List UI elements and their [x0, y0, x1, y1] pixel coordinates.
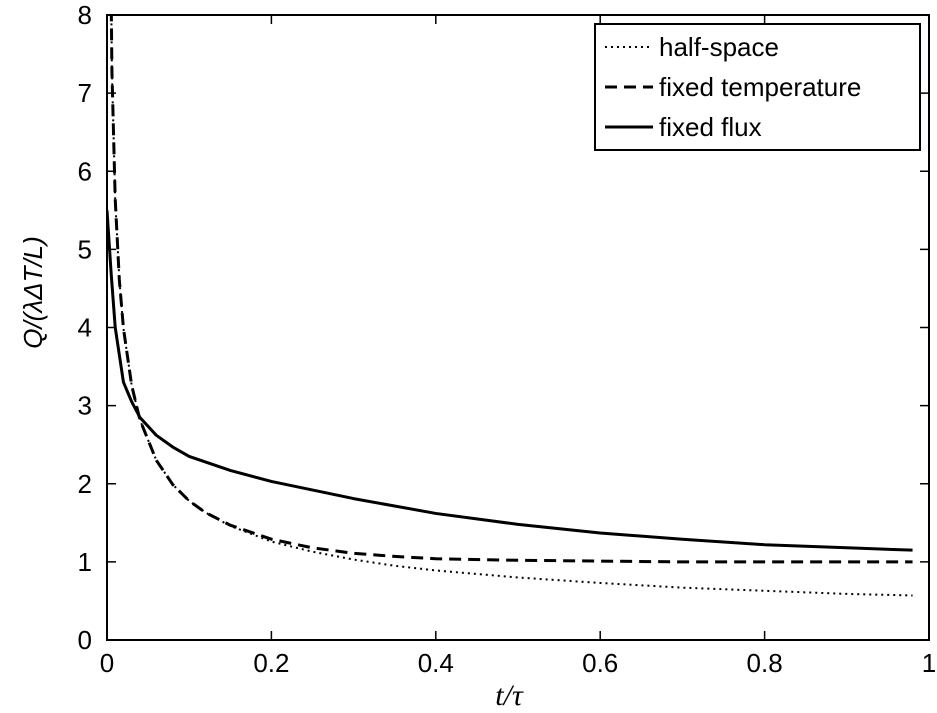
legend-label: half-space: [659, 32, 779, 62]
y-tick-label: 4: [78, 313, 92, 343]
x-tick-label: 0.4: [418, 648, 454, 678]
legend-items: half-space fixed temperature fixed flux: [605, 32, 861, 142]
ticks-layer: [106, 14, 930, 641]
x-tick-label: 0.2: [253, 648, 289, 678]
y-axis-label: Q/(λΔT/L): [18, 236, 48, 349]
x-tick-label: 0.6: [582, 648, 618, 678]
y-tick-label: 8: [78, 0, 92, 30]
legend: half-space fixed temperature fixed flux: [594, 23, 921, 151]
x-axis-label: t/τ: [495, 679, 524, 712]
y-tick-label: 3: [78, 391, 92, 421]
legend-label: fixed flux: [659, 112, 762, 142]
series-line-fixed-temperature: [109, 15, 913, 564]
x-tick-label: 0: [100, 648, 114, 678]
y-tick-label: 0: [78, 625, 92, 655]
y-tick-label: 2: [78, 469, 92, 499]
x-tick-label: 0.8: [747, 648, 783, 678]
series-layer: [107, 15, 913, 597]
x-tick-label: 1: [922, 648, 936, 678]
y-tick-label: 7: [78, 78, 92, 108]
legend-label: fixed temperature: [659, 72, 861, 102]
y-tick-label: 5: [78, 234, 92, 264]
series-line-fixed-flux: [107, 210, 913, 552]
y-tick-label: 6: [78, 156, 92, 186]
y-tick-label: 1: [78, 547, 92, 577]
tick-labels: 0 0.2 0.4 0.6 0.8 1 0 1 2 3 4 5 6 7 8: [78, 0, 937, 678]
